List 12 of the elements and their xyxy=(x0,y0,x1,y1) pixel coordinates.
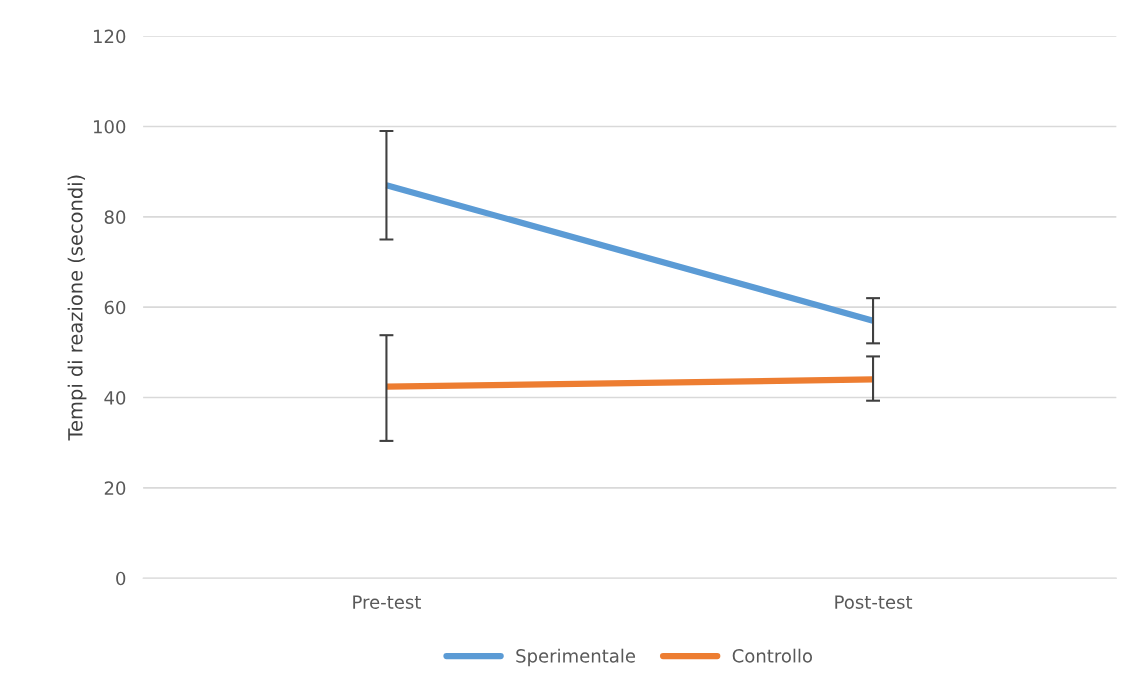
y-tick-label: 20 xyxy=(104,481,126,496)
y-tick-label: 60 xyxy=(104,300,126,315)
legend-label: Controllo xyxy=(732,648,813,663)
y-tick-label: 0 xyxy=(116,571,126,586)
y-tick-label: 80 xyxy=(104,210,126,224)
y-tick-label: 40 xyxy=(104,391,126,405)
y-tick-label: 100 xyxy=(93,119,126,134)
y-tick-label: 120 xyxy=(93,29,126,44)
legend-label: Sperimentale xyxy=(516,648,636,667)
x-tick-label: Post-test xyxy=(835,595,913,609)
x-tick-label: Pre-test xyxy=(353,595,421,609)
y-axis-title: Tempi di reazione (secondi) xyxy=(67,175,87,441)
